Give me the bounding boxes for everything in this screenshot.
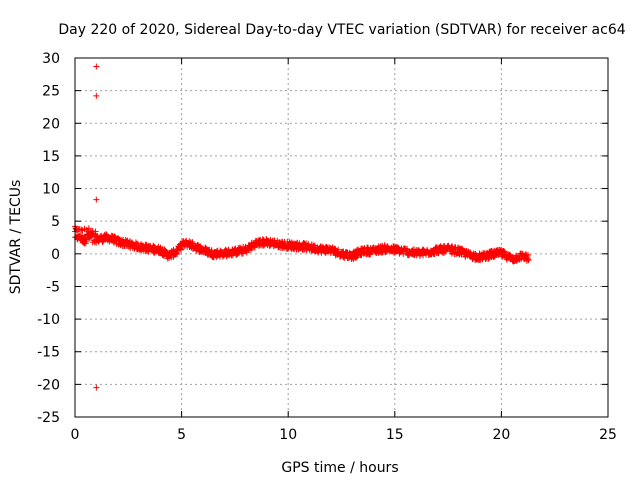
data-point bbox=[93, 384, 100, 391]
data-point bbox=[189, 238, 196, 245]
x-tick-label: 10 bbox=[279, 427, 297, 443]
data-point bbox=[472, 251, 479, 258]
x-tick-label: 20 bbox=[492, 427, 510, 443]
data-point bbox=[440, 249, 447, 256]
data-point bbox=[92, 228, 99, 235]
y-tick-label: 30 bbox=[42, 51, 60, 67]
y-tick-label: 10 bbox=[42, 182, 60, 198]
y-tick-label: -5 bbox=[46, 279, 60, 295]
chart-title: Day 220 of 2020, Sidereal Day-to-day VTE… bbox=[58, 22, 625, 38]
y-tick-label: -25 bbox=[37, 410, 60, 426]
x-tick-label: 15 bbox=[386, 427, 404, 443]
data-point bbox=[93, 92, 100, 99]
y-tick-label: -20 bbox=[37, 377, 60, 393]
y-tick-label: -15 bbox=[37, 345, 60, 361]
y-tick-label: 20 bbox=[42, 116, 60, 132]
data-point bbox=[93, 63, 100, 70]
points-layer bbox=[72, 63, 532, 391]
y-tick-label: 0 bbox=[51, 247, 60, 263]
data-point bbox=[78, 226, 85, 233]
grid-layer bbox=[75, 58, 608, 417]
data-point bbox=[220, 252, 227, 259]
data-point bbox=[85, 225, 92, 232]
y-axis-label: SDTVAR / TECUs bbox=[8, 180, 24, 295]
x-tick-label: 25 bbox=[599, 427, 617, 443]
data-point bbox=[525, 257, 532, 264]
y-tick-label: 15 bbox=[42, 149, 60, 165]
y-tick-label: -10 bbox=[37, 312, 60, 328]
data-point bbox=[524, 255, 531, 262]
data-point bbox=[463, 247, 470, 254]
y-tick-label: 25 bbox=[42, 84, 60, 100]
data-point bbox=[186, 238, 193, 245]
ticks-layer: 0 5 10 15 20 25 -25 -20 -15 -10 -5 0 5 10 15 20 25 30 bbox=[37, 51, 617, 443]
data-point bbox=[93, 196, 100, 203]
data-point bbox=[251, 244, 258, 251]
x-axis-label: GPS time / hours bbox=[281, 460, 398, 476]
x-tick-label: 0 bbox=[71, 427, 80, 443]
y-tick-label: 5 bbox=[51, 214, 60, 230]
data-point bbox=[501, 248, 508, 255]
data-point bbox=[98, 232, 105, 239]
plot-frame bbox=[74, 57, 609, 418]
x-tick-label: 5 bbox=[177, 427, 186, 443]
